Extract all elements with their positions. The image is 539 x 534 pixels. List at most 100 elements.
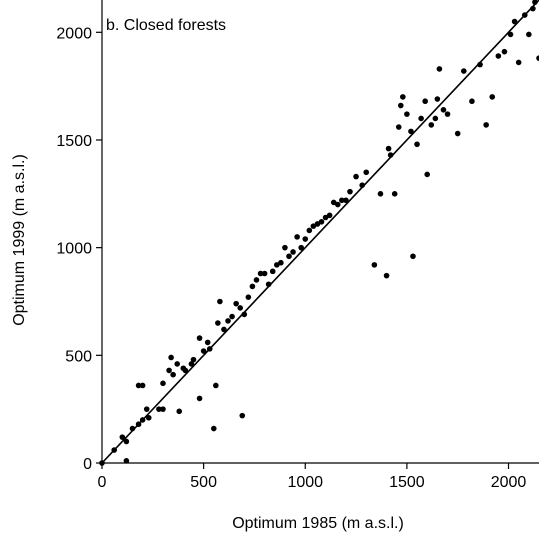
data-point (278, 259, 284, 266)
axis-ticks: 0 500 1000 1500 2000 0 500 1000 1500 2000 (56, 25, 526, 491)
y-axis-title: Optimum 1999 (m a.s.l.) (11, 154, 28, 326)
data-point (489, 94, 496, 100)
data-point (257, 270, 264, 277)
data-point (460, 68, 467, 74)
x-tick-label: 1500 (389, 474, 425, 491)
identity-line-group (101, 0, 539, 464)
data-point (204, 339, 211, 346)
data-point (119, 434, 126, 440)
data-point (371, 262, 378, 268)
data-point (359, 182, 365, 188)
data-point (477, 61, 483, 68)
data-point (261, 270, 268, 277)
data-point (253, 277, 260, 283)
data-point (434, 96, 441, 102)
data-point (139, 382, 146, 389)
data-point (174, 361, 181, 367)
data-point (156, 406, 162, 412)
data-point (532, 0, 538, 5)
data-point (135, 382, 142, 389)
data-point (353, 173, 359, 180)
data-point (334, 201, 341, 208)
y-tick-label: 1000 (56, 241, 92, 258)
data-point (343, 197, 349, 204)
data-point (424, 171, 431, 178)
data-point (233, 300, 239, 307)
chart-title: b. Closed forests (106, 17, 226, 34)
data-point (145, 414, 152, 421)
data-point (123, 438, 130, 445)
data-point (196, 335, 203, 341)
data-point (188, 361, 195, 367)
y-tick-label: 1500 (56, 133, 92, 150)
data-point (326, 212, 333, 219)
data-point (221, 326, 227, 333)
data-point (217, 298, 223, 305)
data-point (170, 371, 176, 378)
data-point (400, 94, 406, 100)
data-point (139, 417, 146, 423)
data-point (190, 356, 197, 363)
data-point (414, 141, 420, 148)
data-point (213, 382, 219, 389)
data-point (129, 425, 136, 432)
data-point (206, 346, 213, 352)
data-point (225, 318, 231, 324)
data-point (160, 406, 166, 412)
x-tick-label: 0 (98, 474, 107, 491)
data-point (515, 59, 522, 66)
data-point (408, 128, 414, 135)
data-point (404, 111, 410, 117)
data-point (245, 294, 252, 300)
data-point (237, 305, 244, 311)
data-point (160, 380, 166, 387)
data-point (298, 244, 304, 251)
data-point (397, 102, 404, 109)
data-point (521, 12, 528, 18)
data-point (282, 244, 288, 251)
x-tick-label: 2000 (491, 474, 527, 491)
data-point (385, 145, 392, 152)
data-point (269, 268, 276, 275)
data-point (318, 219, 325, 225)
data-point (200, 348, 207, 354)
data-point (432, 115, 439, 122)
data-point (428, 122, 435, 128)
data-point (196, 395, 203, 402)
data-point (239, 412, 246, 419)
data-point (469, 98, 475, 105)
data-point (383, 272, 390, 279)
data-point (229, 313, 235, 320)
data-point (265, 281, 272, 288)
data-point (286, 253, 292, 260)
data-point (444, 111, 451, 117)
data-point (501, 48, 508, 55)
data-point (306, 227, 313, 234)
data-point (210, 425, 217, 432)
data-points (99, 0, 539, 466)
data-point (377, 191, 384, 197)
data-point (422, 98, 428, 105)
data-point (387, 152, 394, 158)
data-point (347, 188, 353, 195)
data-point (530, 5, 536, 12)
data-point (99, 460, 105, 466)
data-point (363, 169, 370, 176)
data-point (440, 107, 447, 113)
data-point (249, 283, 256, 290)
data-point (495, 53, 502, 59)
x-axis-title: Optimum 1985 (m a.s.l.) (232, 515, 404, 532)
data-point (418, 115, 424, 122)
data-point (536, 55, 539, 61)
data-point (123, 458, 130, 464)
data-point (294, 234, 300, 240)
data-point (526, 31, 532, 38)
y-tick-label: 2000 (56, 25, 92, 42)
data-point (395, 124, 402, 130)
data-point (436, 66, 443, 72)
x-tick-label: 1000 (287, 474, 323, 491)
data-point (290, 249, 296, 255)
data-point (511, 18, 518, 25)
data-point (483, 122, 489, 128)
